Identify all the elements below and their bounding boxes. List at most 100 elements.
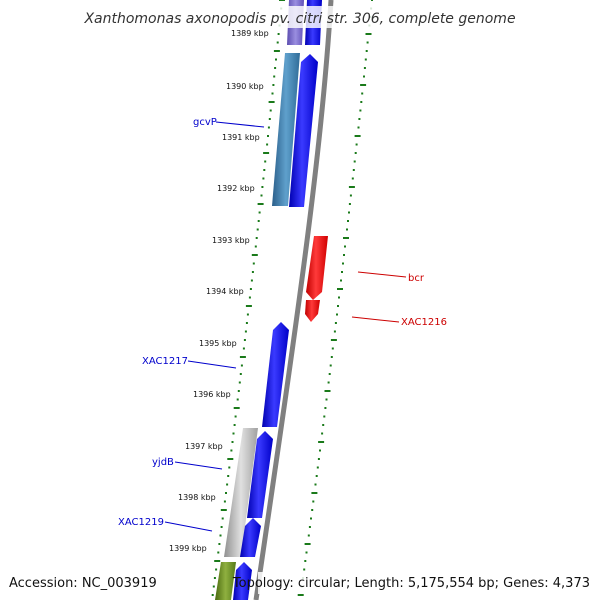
gene-label-XAC1217: XAC1217: [142, 356, 188, 367]
footer-backdrop-left: [4, 572, 152, 594]
tick-dot: [269, 109, 272, 112]
tick-mark: [257, 203, 264, 205]
tick-dot: [246, 313, 249, 316]
tick-dot: [232, 432, 235, 435]
tick-dot: [275, 58, 277, 61]
label-leaders: [164, 121, 407, 532]
gene-forward-last: [233, 562, 252, 600]
tick-dot: [323, 415, 326, 418]
tick-mark: [354, 135, 361, 137]
tick-label-1398: 1398 kbp: [178, 493, 216, 502]
tick-dot: [215, 568, 218, 571]
tick-dot: [316, 466, 319, 469]
gene-labels: gcvP XAC1217 yjdB XAC1219 bcr XAC1216: [118, 117, 447, 528]
tick-label-1389: 1389 kbp: [231, 29, 269, 38]
tick-label-1396: 1396 kbp: [193, 390, 231, 399]
tick-dot: [226, 483, 229, 486]
summary-text: Topology: circular; Length: 5,175,554 bp…: [232, 576, 590, 591]
leader-gcvP: [215, 121, 265, 128]
tick-mark: [348, 186, 355, 188]
tick-mark: [214, 560, 221, 562]
tick-dot: [340, 279, 342, 282]
tick-dot: [251, 271, 254, 273]
leader-bcr: [357, 271, 407, 278]
feature-block-olive: [215, 562, 236, 600]
tick-dot: [311, 509, 314, 511]
tick-dot: [314, 483, 317, 486]
tick-dot: [213, 577, 216, 579]
tick-dot: [264, 160, 267, 163]
tick-dot: [252, 262, 255, 265]
tick-label-1393: 1393 kbp: [212, 236, 250, 245]
tick-dot: [221, 517, 224, 520]
tick-dot: [348, 203, 351, 205]
tick-dot: [218, 543, 221, 545]
tick-dot: [359, 109, 362, 112]
tick-dot: [258, 211, 261, 214]
tick-dot: [239, 373, 242, 375]
tick-mark: [365, 33, 372, 35]
tick-dot: [361, 92, 364, 95]
gene-label-yjdB: yjdB: [152, 457, 174, 468]
accession-text: Accession: NC_003919: [9, 576, 157, 591]
tick-dot: [366, 41, 369, 44]
tick-dot: [234, 415, 237, 418]
tick-mark: [324, 390, 331, 392]
tick-dot: [243, 339, 246, 341]
tick-dot: [347, 220, 349, 222]
tick-mark: [304, 543, 311, 545]
tick-mark: [245, 305, 252, 307]
tick-dot: [273, 75, 276, 78]
tick-mark: [318, 441, 325, 443]
tick-dot: [322, 424, 325, 426]
tick-dot: [352, 169, 355, 171]
tick-dot: [371, 0, 373, 1]
tick-mark: [268, 101, 275, 103]
tick-label-1390: 1390 kbp: [226, 82, 264, 91]
tick-dot: [321, 432, 324, 435]
tick-dot: [277, 33, 280, 35]
tick-dot: [211, 594, 214, 596]
tick-dot: [220, 526, 223, 528]
gene-forward-XAC1217: [262, 322, 289, 427]
tick-dot: [348, 211, 350, 214]
tick-label-1395: 1395 kbp: [199, 339, 237, 348]
tick-dot: [272, 84, 275, 86]
tick-mark: [263, 152, 270, 154]
tick-dot: [227, 475, 230, 477]
tick-dot: [266, 143, 269, 146]
tick-dot: [330, 356, 333, 358]
feature-block-steelblue: [272, 53, 300, 206]
tick-dot: [260, 194, 263, 197]
tick-dot: [248, 296, 251, 299]
tick-dot: [219, 534, 222, 537]
tick-label-1394: 1394 kbp: [206, 287, 244, 296]
tick-mark: [311, 492, 318, 494]
tick-dot: [238, 381, 241, 384]
tick-dot: [267, 126, 270, 129]
tick-dot: [342, 262, 344, 265]
tick-dot: [364, 58, 367, 61]
tick-dot: [325, 398, 328, 401]
tick-dot: [334, 322, 337, 324]
tick-dot: [225, 492, 227, 494]
tick-mark: [297, 594, 304, 596]
gene-label-XAC1216: XAC1216: [401, 317, 447, 328]
tick-dot: [328, 373, 331, 375]
tick-dot: [274, 67, 277, 69]
tick-dot: [244, 330, 247, 333]
tick-dot: [303, 568, 306, 571]
tick-label-1391: 1391 kbp: [222, 133, 260, 142]
tick-dot: [261, 186, 264, 188]
tick-dot: [268, 118, 271, 120]
tick-dot: [245, 322, 248, 324]
tick-dot: [358, 118, 361, 120]
feature-block-gray: [224, 428, 258, 557]
tick-dot: [349, 194, 352, 197]
tick-mark: [233, 407, 240, 409]
gene-forward-gcvP: [289, 54, 318, 207]
tick-dot: [223, 500, 226, 503]
tick-dot: [317, 458, 320, 460]
tick-dot: [344, 245, 346, 248]
tick-dot: [343, 254, 345, 256]
